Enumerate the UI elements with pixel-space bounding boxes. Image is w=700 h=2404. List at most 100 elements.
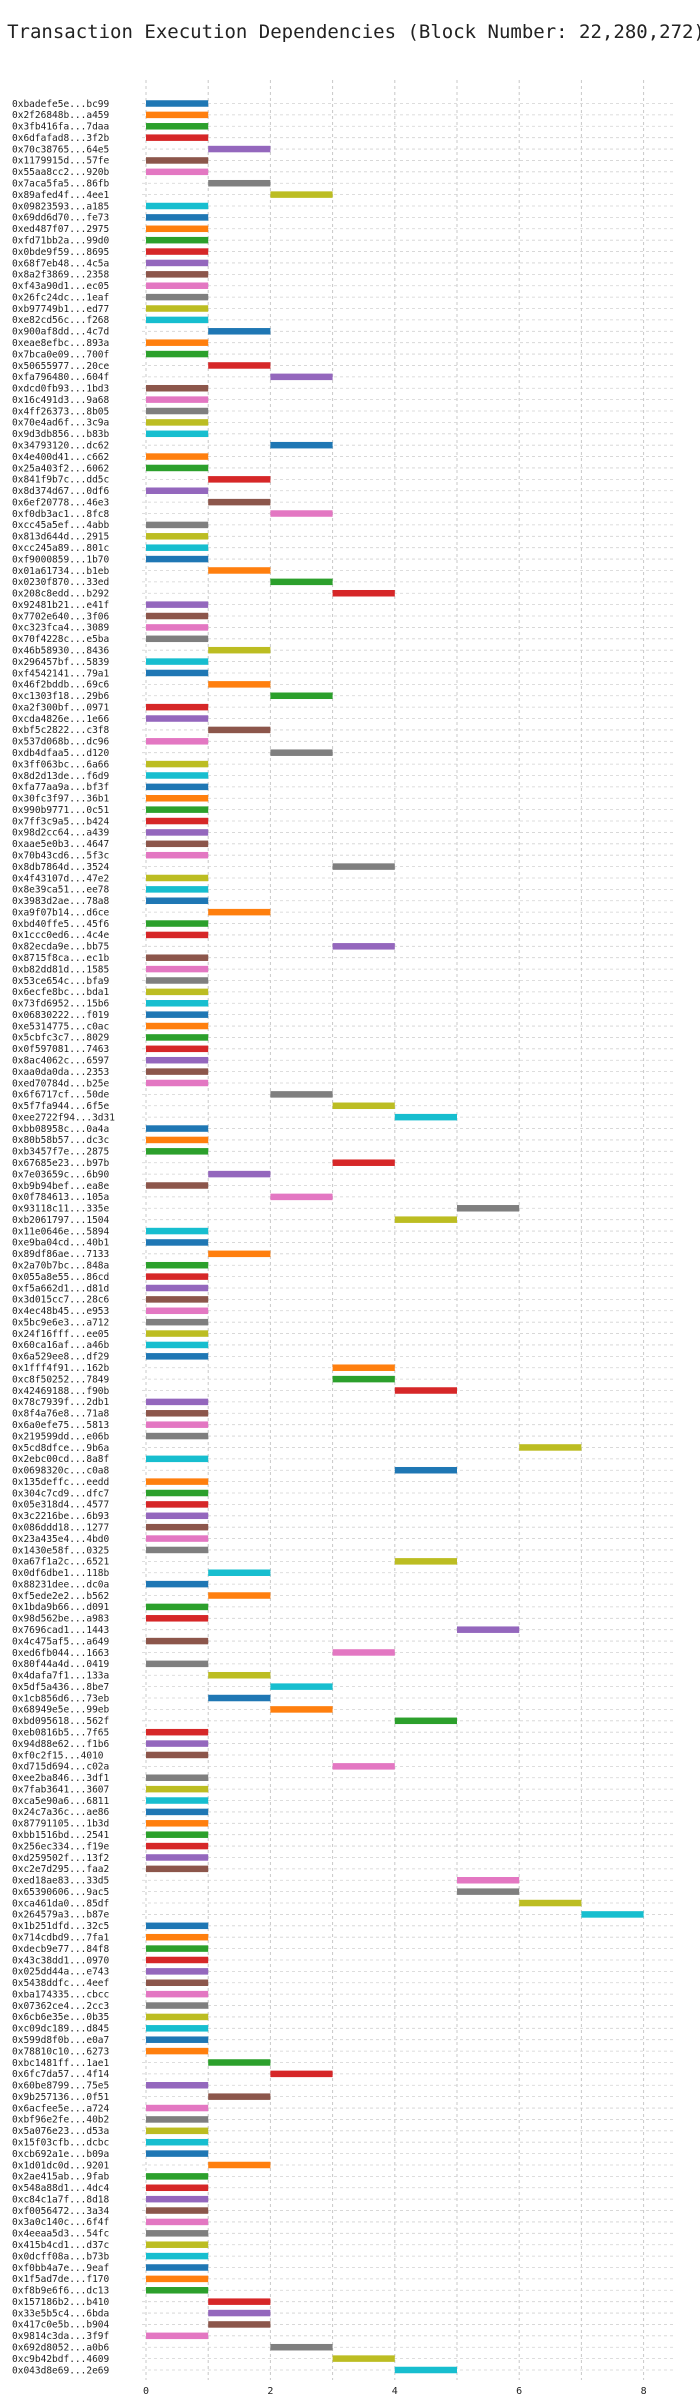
tx-bar [146,123,209,130]
tx-bar [146,1979,209,1987]
tx-hash-label: 0xc09dc189...d845 [12,2024,109,2035]
tx-bar [208,2093,271,2100]
tx-hash-label: 0x7e03659c...6b90 [12,1169,110,1180]
tx-hash-label: 0x4ec48b45...e953 [12,1306,109,1317]
tx-bar [394,1717,457,1725]
tx-hash-label: 0x9d3db856...b83b [12,429,110,440]
tx-hash-label: 0x1b251dfd...32c5 [12,1921,109,1932]
tx-hash-label: 0x30fc3f97...36b1 [12,794,110,805]
tx-bar [146,1182,209,1189]
tx-hash-label: 0x599d8f0b...e0a7 [12,2035,109,2046]
tx-hash-label: 0x296457bf...5839 [12,657,110,668]
tx-bar [146,2013,209,2021]
tx-hash-label: 0x25a403f2...6062 [12,463,109,474]
tx-hash-label: 0x4c475af5...a649 [12,1636,110,1647]
tx-hash-label: 0xed6fb044...1663 [12,1648,109,1659]
tx-hash-label: 0x73fd6952...15b6 [12,999,110,1010]
tx-hash-label: 0x8715f8ca...ec1b [12,953,110,964]
tx-hash-label: 0xca461da0...85df [12,1898,109,1909]
tx-bar [208,1569,271,1576]
tx-hash-label: 0x4ff26373...8b05 [12,406,109,417]
tx-bar [208,145,271,153]
tx-bar [146,738,209,745]
tx-bar [146,214,209,221]
tx-bar [146,100,209,107]
tx-bar [270,692,333,700]
tx-bar [208,2298,271,2305]
tx-hash-label: 0xf0056472...3a34 [12,2206,110,2217]
tx-hash-label: 0xe9ba04cd...40b1 [12,1238,110,1249]
tx-hash-label: 0x09823593...a185 [12,201,109,212]
tx-hash-label: 0xf0bb4a7e...9eaf [12,2263,109,2274]
tx-bar [270,191,333,198]
tx-bar [146,2332,209,2340]
tx-hash-label: 0x0230f870...33ed [12,577,109,588]
tx-hash-label: 0xed18ae83...33d5 [12,1876,109,1887]
bar-layer [146,100,644,2374]
tx-hash-label: 0x304c7cd9...dfc7 [12,1488,109,1499]
tx-hash-label: 0x70b43cd6...5f3c [12,851,109,862]
tx-bar [332,1102,395,1110]
tx-hash-label: 0x025dd44a...e743 [12,1967,109,1978]
tx-bar [581,1911,644,1918]
tx-bar [146,2195,209,2203]
tx-hash-label: 0x0f784613...105a [12,1192,109,1203]
tx-hash-label: 0x65390606...9ac5 [12,1887,109,1898]
tx-hash-label: 0x219599dd...e06b [12,1431,110,1442]
tx-bar [208,1170,271,1178]
tx-hash-label: 0x4dafa7f1...133a [12,1671,109,1682]
tx-hash-label: 0x46b58930...8436 [12,645,110,656]
tx-bar [146,2082,209,2089]
tx-bar [146,1273,209,1280]
tx-bar [146,464,209,472]
tx-bar [146,1318,209,1326]
x-tick-label: 2 [267,2386,273,2397]
tx-hash-label: 0xc2e7d295...faa2 [12,1864,109,1875]
tx-bar [146,407,209,415]
tx-hash-label: 0x15f03cfb...dcbc [12,2138,109,2149]
tx-hash-label: 0x06830222...f019 [12,1010,110,1021]
tx-hash-label: 0x6acfee5e...a724 [12,2103,110,2114]
tx-bar [146,1945,209,1952]
tx-bar [270,2343,333,2351]
tx-hash-label: 0x208c8edd...b292 [12,589,109,600]
tx-hash-label: 0xeae8efbc...893a [12,338,109,349]
tx-bar [332,1649,395,1656]
tx-bar [146,920,209,927]
tx-hash-label: 0x086ddd18...1277 [12,1522,109,1533]
tx-bar [146,601,209,608]
tx-bar [332,863,395,870]
tx-bar [457,1877,520,1884]
tx-bar [146,544,209,551]
tx-hash-label: 0x0698320c...c0a8 [12,1466,110,1477]
tx-bar [394,1216,457,1223]
tx-hash-label: 0x2a70b7bc...848a [12,1261,109,1272]
tx-hash-label: 0x8db7864d...3524 [12,862,110,873]
tx-hash-label: 0x0f597081...7463 [12,1044,109,1055]
tx-bar [146,134,209,141]
tx-hash-label: 0xbf5c2822...c3f8 [12,725,110,736]
tx-bar [146,1740,209,1747]
tx-bar [146,1125,209,1132]
tx-hash-label: 0x98d562be...a983 [12,1614,109,1625]
tx-hash-label: 0x60be8799...75e5 [12,2081,109,2092]
tx-hash-label: 0x900af8dd...4c7d [12,327,109,338]
tx-bar [208,2309,271,2317]
tx-bar [332,1375,395,1383]
tx-bar [146,1751,209,1759]
tx-bar [146,225,209,233]
tx-hash-label: 0x34793120...dc62 [12,440,109,451]
tx-bar [146,1398,209,1406]
tx-hash-label: 0x5df5a436...8be7 [12,1682,109,1693]
tx-bar [146,2264,209,2271]
y-tick-labels: 0xbadefe5e...bc990x2f26848b...a4590x3fb4… [12,99,115,2377]
tx-bar [146,897,209,905]
tx-bar [146,168,209,176]
tx-bar [208,1671,271,1679]
tx-hash-label: 0x70c38765...64e5 [12,144,109,155]
tx-bar [146,2104,209,2112]
tx-hash-label: 0xbc1481ff...1ae1 [12,2058,110,2069]
tx-hash-label: 0xc84c1a7f...8d18 [12,2194,110,2205]
tx-hash-label: 0x23a435e4...4bd0 [12,1534,110,1545]
tx-bar [146,612,209,620]
